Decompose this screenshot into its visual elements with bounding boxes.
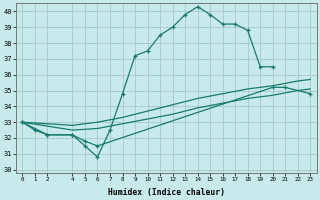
X-axis label: Humidex (Indice chaleur): Humidex (Indice chaleur) — [108, 188, 225, 197]
